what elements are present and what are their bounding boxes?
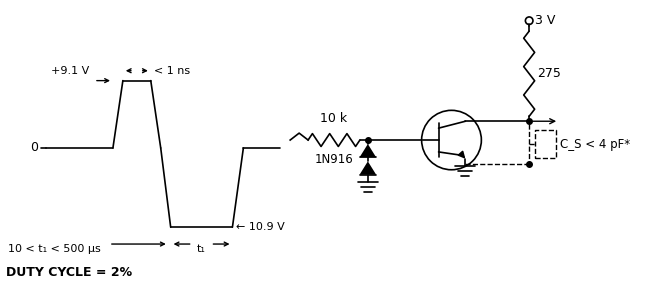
Text: C_S < 4 pF*: C_S < 4 pF* (560, 137, 630, 151)
Text: +9.1 V: +9.1 V (51, 66, 89, 76)
Text: 3 V: 3 V (535, 14, 555, 27)
Text: 275: 275 (537, 67, 561, 80)
Text: 1N916: 1N916 (315, 153, 354, 166)
Polygon shape (360, 144, 376, 157)
Text: 0: 0 (30, 142, 38, 155)
Text: ← 10.9 V: ← 10.9 V (236, 222, 285, 232)
Polygon shape (360, 161, 376, 175)
Text: t₁: t₁ (197, 244, 206, 254)
Text: DUTY CYCLE = 2%: DUTY CYCLE = 2% (7, 266, 132, 279)
Text: 10 < t₁ < 500 μs: 10 < t₁ < 500 μs (9, 244, 101, 254)
Text: 10 k: 10 k (321, 112, 348, 125)
Text: < 1 ns: < 1 ns (154, 66, 190, 76)
